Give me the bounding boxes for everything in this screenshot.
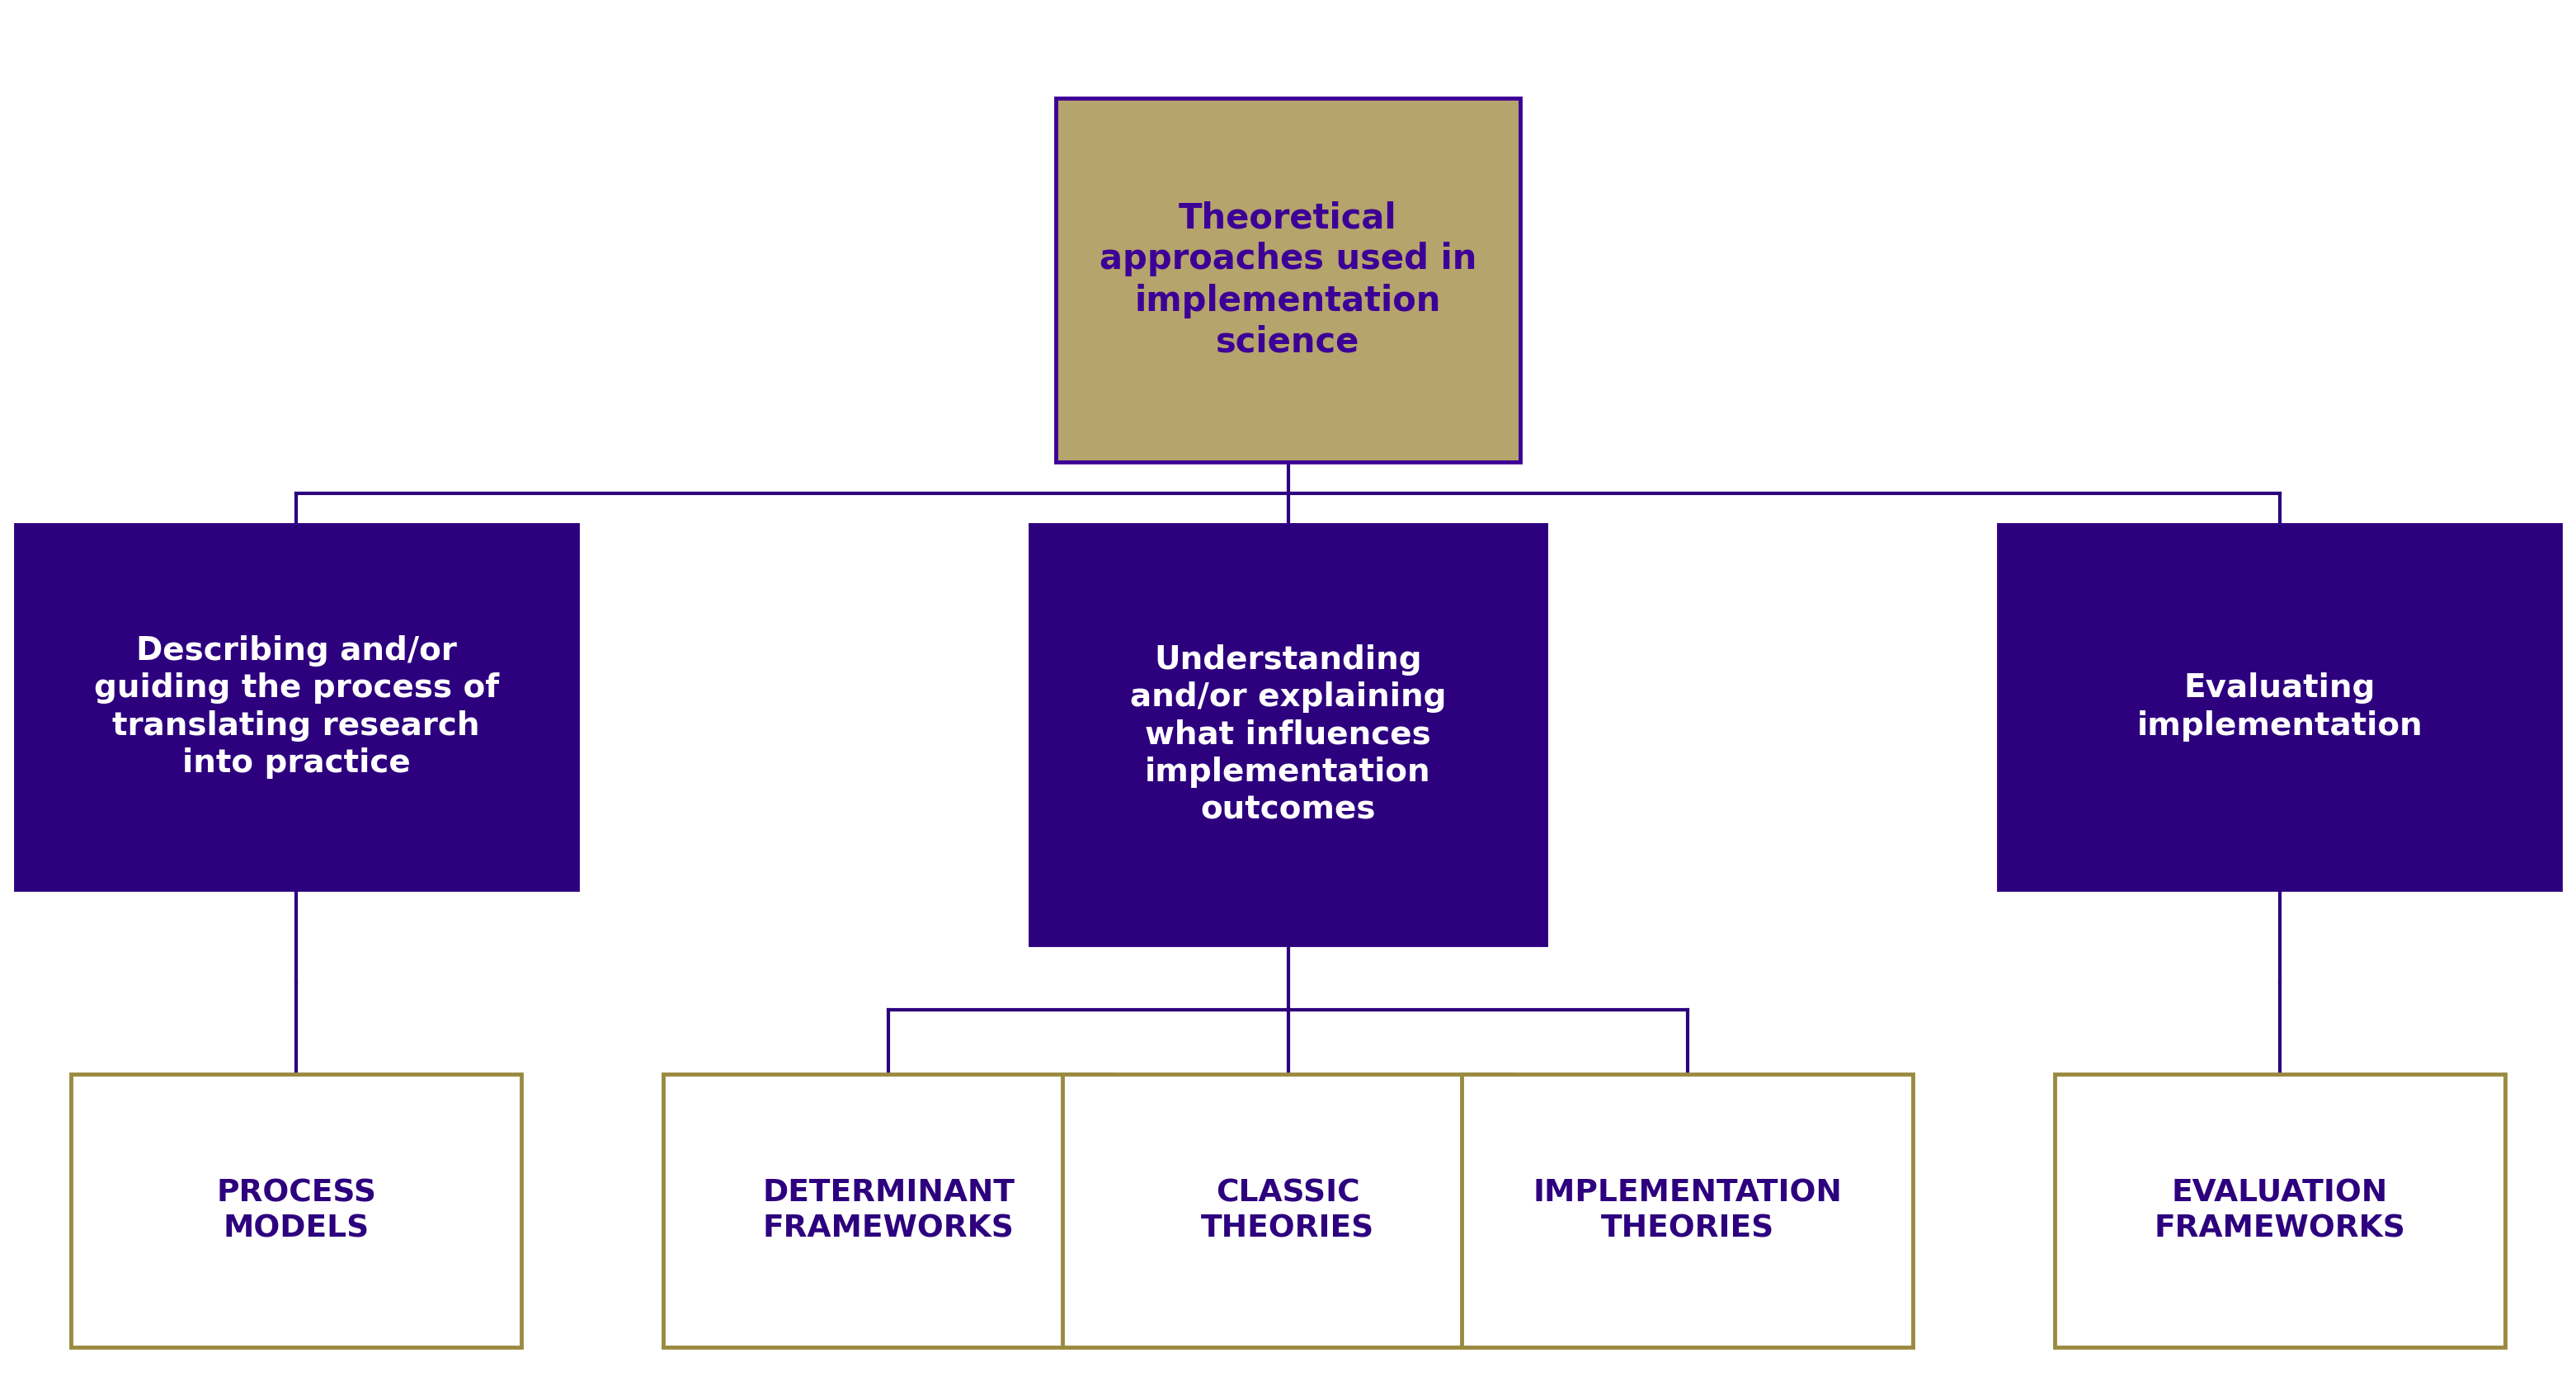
FancyBboxPatch shape (1061, 1075, 1512, 1347)
FancyBboxPatch shape (1999, 525, 2561, 889)
Text: IMPLEMENTATION
THEORIES: IMPLEMENTATION THEORIES (1533, 1179, 1842, 1243)
Text: Describing and/or
guiding the process of
translating research
into practice: Describing and/or guiding the process of… (93, 636, 500, 778)
Text: Understanding
and/or explaining
what influences
implementation
outcomes: Understanding and/or explaining what inf… (1131, 644, 1445, 826)
FancyBboxPatch shape (2053, 1075, 2504, 1347)
Text: CLASSIC
THEORIES: CLASSIC THEORIES (1200, 1179, 1376, 1243)
Text: Theoretical
approaches used in
implementation
science: Theoretical approaches used in implement… (1100, 200, 1476, 360)
Text: DETERMINANT
FRAMEWORKS: DETERMINANT FRAMEWORKS (762, 1179, 1015, 1243)
FancyBboxPatch shape (72, 1075, 520, 1347)
Text: PROCESS
MODELS: PROCESS MODELS (216, 1179, 376, 1243)
Text: Evaluating
implementation: Evaluating implementation (2138, 672, 2421, 742)
FancyBboxPatch shape (662, 1075, 1113, 1347)
FancyBboxPatch shape (1463, 1075, 1911, 1347)
FancyBboxPatch shape (1030, 525, 1546, 945)
FancyBboxPatch shape (1056, 98, 1520, 462)
Text: EVALUATION
FRAMEWORKS: EVALUATION FRAMEWORKS (2154, 1179, 2406, 1243)
FancyBboxPatch shape (15, 525, 577, 889)
